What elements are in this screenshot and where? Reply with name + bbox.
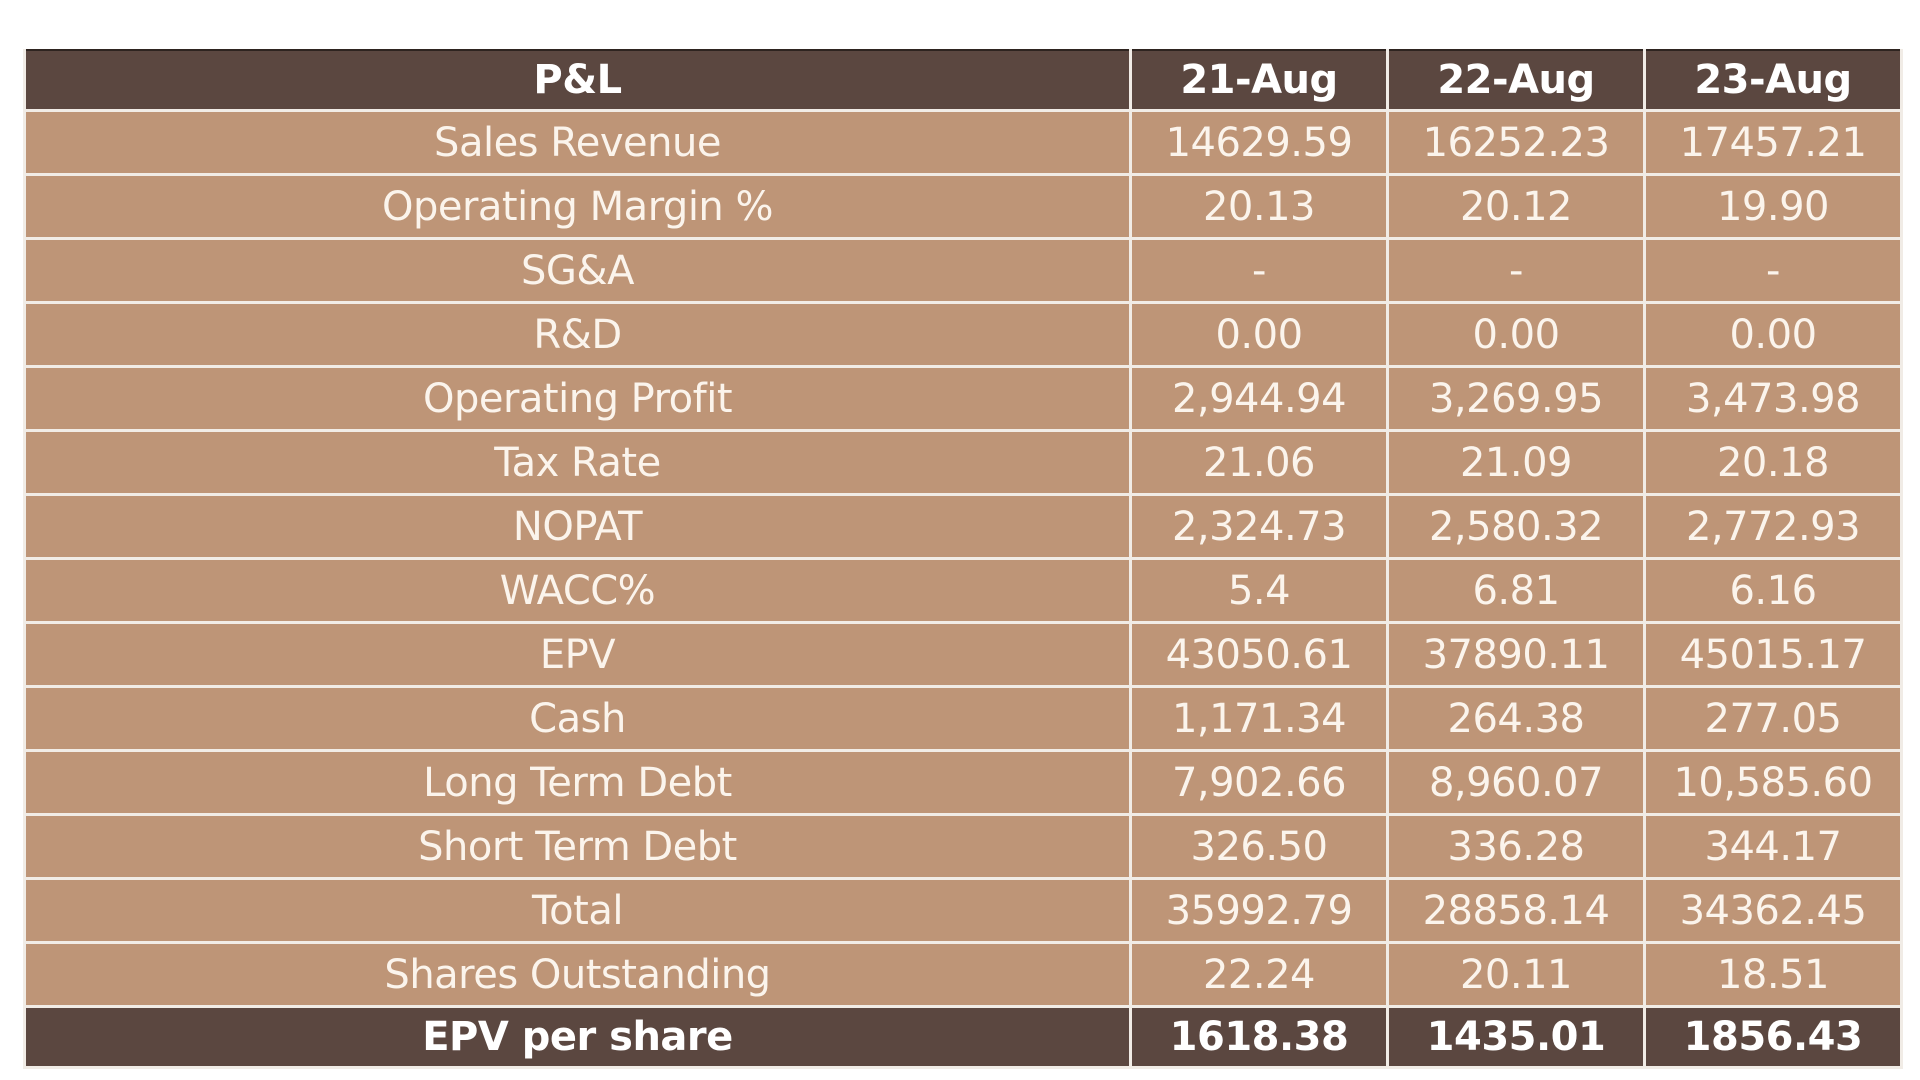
table-footer-row: EPV per share 1618.38 1435.01 1856.43 [23,1005,1903,1069]
row-label: Long Term Debt [23,749,1132,816]
row-label: EPV [23,621,1132,688]
row-value: - [1643,237,1903,304]
row-value: 3,473.98 [1643,365,1903,432]
pl-table: P&L 21-Aug 22-Aug 23-Aug Sales Revenue 1… [23,49,1903,1069]
row-value: 264.38 [1386,685,1646,752]
table-row: Operating Profit 2,944.94 3,269.95 3,473… [23,365,1903,432]
row-value: 344.17 [1643,813,1903,880]
row-value: 277.05 [1643,685,1903,752]
footer-value: 1618.38 [1129,1005,1389,1069]
row-value: 3,269.95 [1386,365,1646,432]
table-row: SG&A - - - [23,237,1903,304]
table-row: Short Term Debt 326.50 336.28 344.17 [23,813,1903,880]
row-value: 0.00 [1129,301,1389,368]
row-value: 43050.61 [1129,621,1389,688]
row-value: 6.16 [1643,557,1903,624]
row-value: 0.00 [1386,301,1646,368]
row-value: 6.81 [1386,557,1646,624]
row-label: WACC% [23,557,1132,624]
row-label: Shares Outstanding [23,941,1132,1008]
row-value: 22.24 [1129,941,1389,1008]
footer-value: 1856.43 [1643,1005,1903,1069]
footer-label: EPV per share [23,1005,1132,1069]
row-value: 14629.59 [1129,109,1389,176]
row-value: 0.00 [1643,301,1903,368]
row-label: Cash [23,685,1132,752]
row-value: 5.4 [1129,557,1389,624]
row-value: 336.28 [1386,813,1646,880]
row-value: 45015.17 [1643,621,1903,688]
row-value: - [1129,237,1389,304]
row-value: 20.13 [1129,173,1389,240]
row-value: 17457.21 [1643,109,1903,176]
row-value: 2,324.73 [1129,493,1389,560]
row-label: Short Term Debt [23,813,1132,880]
row-value: 18.51 [1643,941,1903,1008]
row-value: 326.50 [1129,813,1389,880]
row-label: Tax Rate [23,429,1132,496]
row-label: Operating Margin % [23,173,1132,240]
row-value: 8,960.07 [1386,749,1646,816]
row-value: 10,585.60 [1643,749,1903,816]
row-value: - [1386,237,1646,304]
header-col-21-aug: 21-Aug [1129,49,1389,112]
table-row: Long Term Debt 7,902.66 8,960.07 10,585.… [23,749,1903,816]
row-value: 20.11 [1386,941,1646,1008]
row-label: Total [23,877,1132,944]
row-value: 2,580.32 [1386,493,1646,560]
table-row: NOPAT 2,324.73 2,580.32 2,772.93 [23,493,1903,560]
row-label: Operating Profit [23,365,1132,432]
row-value: 7,902.66 [1129,749,1389,816]
row-value: 28858.14 [1386,877,1646,944]
row-value: 1,171.34 [1129,685,1389,752]
header-col-22-aug: 22-Aug [1386,49,1646,112]
header-col-23-aug: 23-Aug [1643,49,1903,112]
table-row: Tax Rate 21.06 21.09 20.18 [23,429,1903,496]
table-row: Sales Revenue 14629.59 16252.23 17457.21 [23,109,1903,176]
row-value: 16252.23 [1386,109,1646,176]
row-label: NOPAT [23,493,1132,560]
row-value: 35992.79 [1129,877,1389,944]
header-label: P&L [23,49,1132,112]
table-row: Shares Outstanding 22.24 20.11 18.51 [23,941,1903,1008]
table-row: Cash 1,171.34 264.38 277.05 [23,685,1903,752]
footer-value: 1435.01 [1386,1005,1646,1069]
table-row: WACC% 5.4 6.81 6.16 [23,557,1903,624]
row-value: 2,944.94 [1129,365,1389,432]
row-value: 34362.45 [1643,877,1903,944]
row-value: 20.12 [1386,173,1646,240]
table-row: EPV 43050.61 37890.11 45015.17 [23,621,1903,688]
row-value: 37890.11 [1386,621,1646,688]
row-value: 20.18 [1643,429,1903,496]
table-row: R&D 0.00 0.00 0.00 [23,301,1903,368]
table-row: Operating Margin % 20.13 20.12 19.90 [23,173,1903,240]
table-header-row: P&L 21-Aug 22-Aug 23-Aug [23,49,1903,112]
row-value: 19.90 [1643,173,1903,240]
row-value: 21.06 [1129,429,1389,496]
row-label: Sales Revenue [23,109,1132,176]
row-value: 2,772.93 [1643,493,1903,560]
table-row: Total 35992.79 28858.14 34362.45 [23,877,1903,944]
row-label: SG&A [23,237,1132,304]
row-label: R&D [23,301,1132,368]
row-value: 21.09 [1386,429,1646,496]
